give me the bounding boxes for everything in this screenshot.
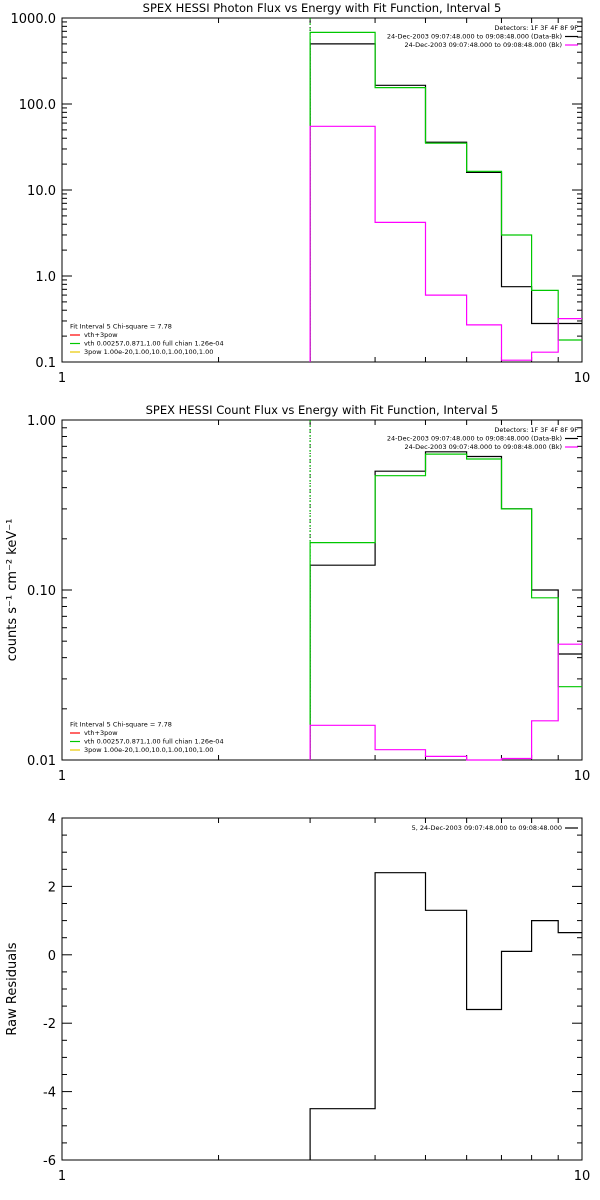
x-tick-label: 1 [58, 371, 66, 386]
y-tick-label: 1.0 [35, 270, 56, 285]
x-tick-label: 10 [574, 371, 591, 386]
legend-entry: 24-Dec-2003 09:07:48.000 to 09:08:48.000… [387, 33, 562, 41]
y-tick-label: 10.0 [27, 184, 56, 199]
series-line-0 [309, 451, 582, 760]
y-axis-label: Raw Residuals [5, 942, 20, 1035]
series-line-0 [309, 43, 582, 362]
legend-entry: 3pow 1.00e-20,1.00,10.0,1.00,100,1.00 [84, 348, 213, 356]
y-tick-label: 2 [48, 880, 56, 895]
y-tick-label: 4 [48, 812, 56, 827]
legend-entry: vth+3pow [84, 729, 118, 737]
y-tick-label: 100.0 [19, 98, 56, 113]
plot-frame [61, 17, 583, 363]
x-tick-label: 10 [574, 1169, 591, 1184]
y-axis-label: counts s⁻¹ cm⁻² keV⁻¹ [5, 519, 20, 662]
x-tick-label: 10 [574, 769, 591, 784]
chart-title: SPEX HESSI Count Flux vs Energy with Fit… [146, 403, 499, 417]
y-tick-label: 0.1 [35, 356, 56, 371]
legend-entry: Fit Interval 5 Chi-square = 7.78 [70, 721, 172, 729]
legend-entry: vth+3pow [84, 331, 118, 339]
legend-entry: 24-Dec-2003 09:07:48.000 to 09:08:48.000… [405, 41, 563, 49]
legend-entry: Detectors: 1F 3F 4F 8F 9F [494, 24, 578, 32]
legend-entry: vth 0.00257,0.871,1.00 full chian 1.26e-… [84, 340, 224, 348]
series-line-2 [309, 125, 582, 362]
series-line-0 [309, 872, 582, 1160]
y-tick-label: -2 [43, 1017, 56, 1032]
series-line-1 [309, 31, 582, 362]
legend-entry: 24-Dec-2003 09:07:48.000 to 09:08:48.000… [387, 435, 562, 443]
y-tick-label: 0.10 [27, 584, 56, 599]
series-line-1 [309, 453, 582, 760]
x-tick-label: 1 [58, 769, 66, 784]
series-line-2 [309, 643, 582, 761]
x-tick-label: 1 [58, 1169, 66, 1184]
legend-entry: vth 0.00257,0.871,1.00 full chian 1.26e-… [84, 738, 224, 746]
y-tick-label: 1000.0 [11, 12, 57, 27]
legend-entry: Fit Interval 5 Chi-square = 7.78 [70, 323, 172, 331]
legend-entry: 24-Dec-2003 09:07:48.000 to 09:08:48.000… [405, 443, 563, 451]
legend-entry: 5, 24-Dec-2003 09:07:48.000 to 09:08:48.… [412, 824, 562, 832]
chart-title: SPEX HESSI Photon Flux vs Energy with Fi… [143, 1, 502, 15]
y-tick-label: 0 [48, 949, 56, 964]
legend-entry: 3pow 1.00e-20,1.00,10.0,1.00,100,1.00 [84, 746, 213, 754]
y-tick-label: 1.00 [27, 414, 56, 429]
y-tick-label: -4 [43, 1086, 56, 1101]
y-tick-label: -6 [43, 1154, 56, 1169]
y-tick-label: 0.01 [27, 754, 56, 769]
plot-frame [61, 419, 583, 761]
legend-entry: Detectors: 1F 3F 4F 8F 9F [494, 426, 578, 434]
